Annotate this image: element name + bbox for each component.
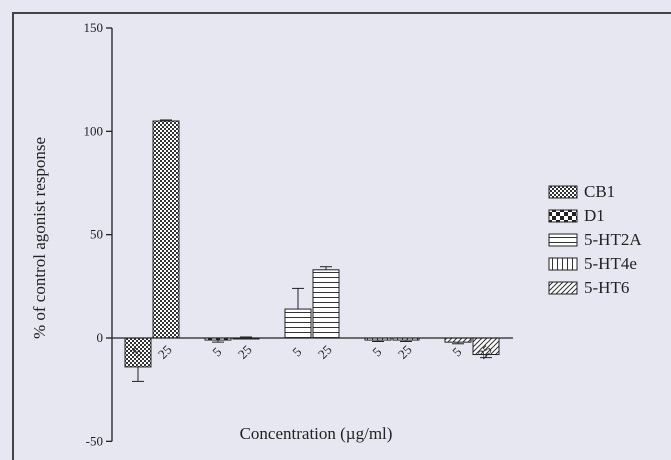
legend-label-5-ht2a: 5-HT2A <box>584 230 642 249</box>
legend-swatch-cb1 <box>548 185 578 199</box>
x-category-label: 25 <box>155 342 175 362</box>
x-category-label: 5 <box>449 344 464 359</box>
legend-swatch-5-ht2a <box>548 233 578 247</box>
y-tick-label: 100 <box>84 123 104 138</box>
y-axis: -50 0 50 100 150 <box>84 20 113 448</box>
legend-label-5-ht6: 5-HT6 <box>584 278 629 297</box>
legend-label-cb1: CB1 <box>584 182 615 201</box>
x-category-label: 5 <box>289 344 304 359</box>
category-labels: 5 25 5 25 5 25 5 25 5 25 <box>129 342 495 362</box>
y-tick-label: 150 <box>84 20 104 35</box>
legend-swatch-5-ht6 <box>548 281 578 295</box>
bar-cb1-25 <box>152 120 180 339</box>
y-tick-label: -50 <box>86 433 103 448</box>
x-category-label: 25 <box>235 342 255 362</box>
x-category-label: 25 <box>395 342 415 362</box>
x-category-label: 5 <box>209 344 224 359</box>
legend: CB1 D1 5-HT2A 5-HT4e 5-HT6 <box>548 182 642 297</box>
legend-label-5-ht4e: 5-HT4e <box>584 254 637 273</box>
x-category-label: 5 <box>369 344 384 359</box>
legend-swatch-5-ht4e <box>548 257 578 271</box>
y-tick-label: 0 <box>97 330 104 345</box>
y-tick-label: 50 <box>90 227 103 242</box>
y-axis-title: % of control agonist response <box>30 137 49 339</box>
bar-5-ht2a-25 <box>312 269 340 339</box>
x-category-label: 25 <box>315 342 335 362</box>
bar-5-ht2a-5 <box>284 308 312 339</box>
x-axis-title: Concentration (µg/ml) <box>240 424 393 443</box>
bars <box>124 119 500 382</box>
legend-swatch-d1 <box>548 209 578 223</box>
legend-label-d1: D1 <box>584 206 605 225</box>
